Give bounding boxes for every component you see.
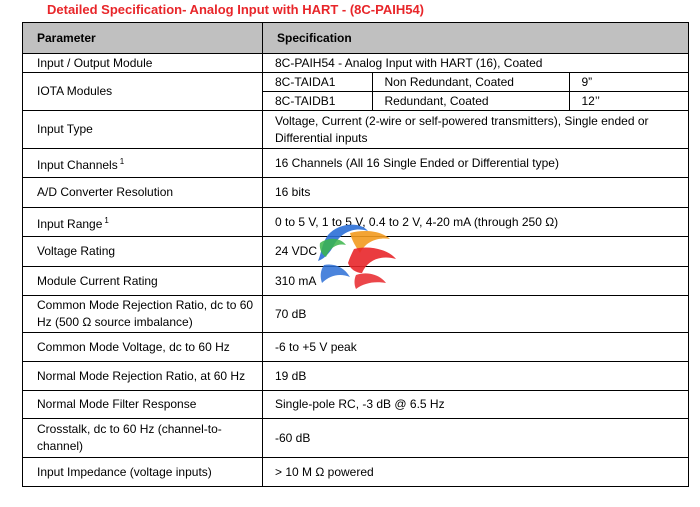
header-parameter: Parameter — [22, 22, 263, 54]
iota-row: 8C-TAIDB1 Redundant, Coated 12’’ — [263, 91, 688, 110]
spec-cell: 16 bits — [262, 177, 689, 208]
logo-red-swoosh — [348, 247, 396, 273]
spec-cell: -60 dB — [262, 418, 689, 458]
table-row: Crosstalk, dc to 60 Hz (channel-to-chann… — [22, 418, 689, 458]
table-row: Input / Output Module 8C-PAIH54 - Analog… — [22, 53, 689, 73]
param-cell: Crosstalk, dc to 60 Hz (channel-to-chann… — [22, 418, 263, 458]
spec-cell: -6 to +5 V peak — [262, 332, 689, 362]
table-row: Common Mode Voltage, dc to 60 Hz -6 to +… — [22, 332, 689, 362]
logo-orange-swoosh — [350, 231, 390, 253]
iota-type: Non Redundant, Coated — [371, 73, 569, 92]
param-cell: A/D Converter Resolution — [22, 177, 263, 208]
param-cell: Normal Mode Filter Response — [22, 390, 263, 419]
table-row: Input Channels 1 16 Channels (All 16 Sing… — [22, 148, 689, 178]
param-cell: Voltage Rating — [22, 236, 263, 267]
spec-cell: 70 dB — [262, 295, 689, 333]
logo-green-swoosh — [319, 238, 346, 257]
table-row: Input Impedance (voltage inputs) > 10 M … — [22, 457, 689, 487]
param-cell: Input Impedance (voltage inputs) — [22, 457, 263, 487]
spec-cell: Single-pole RC, -3 dB @ 6.5 Hz — [262, 390, 689, 419]
table-row: Normal Mode Filter Response Single-pole … — [22, 390, 689, 419]
footnote-marker: 1 — [104, 215, 109, 225]
param-cell: Normal Mode Rejection Ratio, at 60 Hz — [22, 361, 263, 391]
param-label: Input Channels — [37, 157, 118, 172]
iota-size: 12’’ — [568, 91, 688, 110]
table-row: Input Type Voltage, Current (2-wire or s… — [22, 110, 689, 149]
iota-name: 8C-TAIDA1 — [275, 75, 336, 89]
footnote-marker: 1 — [119, 156, 125, 166]
spec-cell: Voltage, Current (2-wire or self-powered… — [262, 110, 689, 149]
iota-name: 8C-TAIDB1 — [263, 91, 372, 110]
logo-blue-tail — [320, 264, 350, 283]
table-row: Normal Mode Rejection Ratio, at 60 Hz 19… — [22, 361, 689, 391]
param-cell: Input Range 1 — [22, 207, 263, 237]
spec-cell: 19 dB — [262, 361, 689, 391]
watermark-logo — [318, 224, 396, 289]
page-title: Detailed Specification- Analog Input wit… — [47, 2, 425, 17]
param-cell: Common Mode Voltage, dc to 60 Hz — [22, 332, 263, 362]
iota-modules-cell: 8C-TAIDA1 Non Redundant, Coated 9” 8C-TA… — [262, 72, 689, 111]
table-row: Voltage Rating 24 VDC — [22, 236, 689, 267]
header-specification: Specification — [262, 22, 689, 54]
iota-type: Redundant, Coated — [371, 91, 569, 110]
spec-cell: 16 Channels (All 16 Single Ended or Diff… — [262, 148, 689, 178]
iota-row: 8C-TAIDA1 Non Redundant, Coated 9” — [263, 73, 688, 92]
table-row: A/D Converter Resolution 16 bits — [22, 177, 689, 208]
iota-subtable: 8C-TAIDA1 Non Redundant, Coated 9” 8C-TA… — [263, 73, 688, 110]
logo-red-tail — [354, 273, 386, 289]
spec-cell: 8C-PAIH54 - Analog Input with HART (16),… — [262, 53, 689, 73]
param-cell: Common Mode Rejection Ratio, dc to 60 Hz… — [22, 295, 263, 333]
param-cell: Module Current Rating — [22, 266, 263, 296]
param-cell: Input Channels 1 — [22, 148, 263, 178]
table-header-row: Parameter Specification — [22, 22, 689, 54]
param-cell: IOTA Modules — [22, 72, 263, 111]
spec-cell: > 10 M Ω powered — [262, 457, 689, 487]
table-row: IOTA Modules 8C-TAIDA1 Non Redundant, Co… — [22, 72, 689, 111]
table-row: Common Mode Rejection Ratio, dc to 60 Hz… — [22, 295, 689, 333]
param-cell: Input Type — [22, 110, 263, 149]
logo-blue-swoosh — [318, 224, 368, 261]
iota-size: 9” — [568, 73, 688, 92]
param-cell: Input / Output Module — [22, 53, 263, 73]
specification-table: Parameter Specification Input / Output M… — [22, 22, 689, 487]
param-label: Input Range — [37, 216, 103, 231]
